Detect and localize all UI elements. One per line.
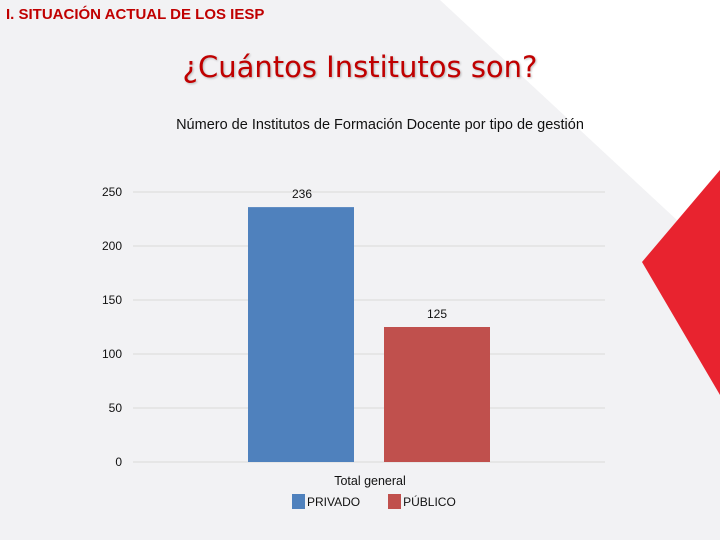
section-heading: I. SITUACIÓN ACTUAL DE LOS IESP [6, 6, 265, 23]
slide-title: ¿Cuántos Institutos son? [182, 50, 538, 84]
background-corner [440, 0, 720, 175]
legend-label-privado: PRIVADO [307, 494, 361, 509]
y-tick-label: 200 [102, 239, 122, 253]
chart-legend: PRIVADO PÚBLICO [292, 494, 456, 509]
chart-data-labels: 236 125 [292, 187, 447, 321]
chart-title: Número de Institutos de Formación Docent… [176, 117, 584, 133]
data-label-publico: 125 [427, 307, 447, 321]
legend-item-publico: PÚBLICO [388, 494, 456, 509]
y-tick-label: 50 [109, 401, 123, 415]
data-label-privado: 236 [292, 187, 312, 201]
chart-gridlines [133, 191, 605, 463]
red-triangle-decoration [642, 170, 720, 395]
y-tick-label: 100 [102, 347, 122, 361]
chart-bars [248, 207, 490, 462]
y-axis-ticks: 0 50 100 150 200 250 [102, 185, 122, 469]
legend-label-publico: PÚBLICO [403, 494, 456, 509]
bar-publico [384, 327, 490, 462]
y-tick-label: 0 [115, 455, 122, 469]
legend-item-privado: PRIVADO [292, 494, 360, 509]
y-tick-label: 150 [102, 293, 122, 307]
y-tick-label: 250 [102, 185, 122, 199]
legend-swatch-publico [388, 494, 402, 509]
legend-swatch-privado [292, 494, 305, 509]
bar-privado [248, 207, 354, 462]
x-category-label: Total general [334, 474, 406, 488]
